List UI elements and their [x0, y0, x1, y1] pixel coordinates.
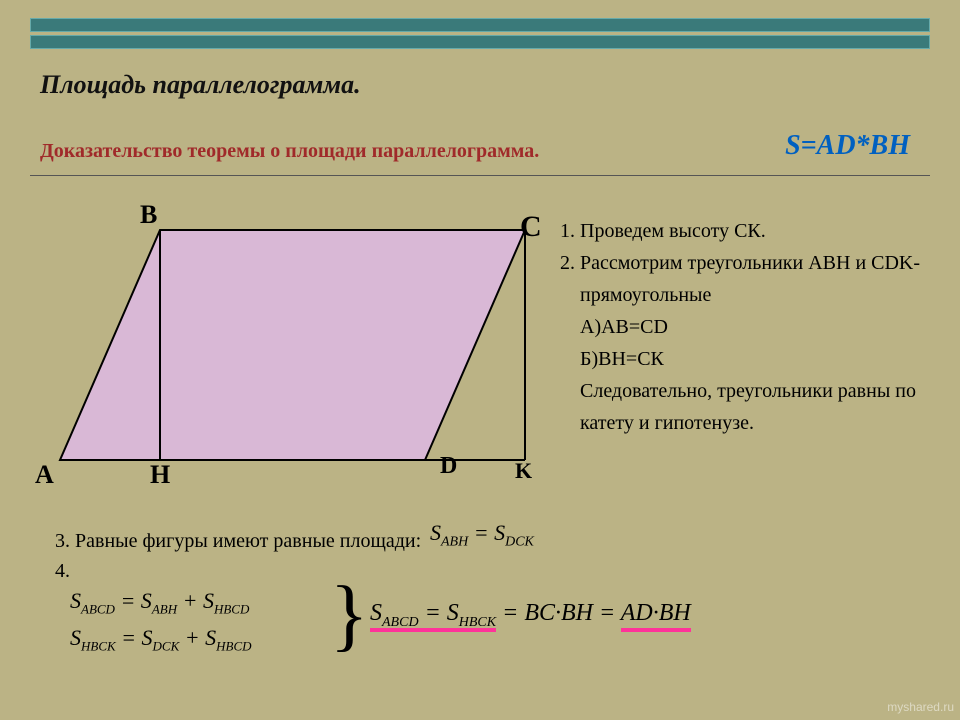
proof-step-4: 4.	[55, 560, 70, 583]
parallelogram-figure: B C A H D K	[30, 200, 560, 500]
equation-equal-areas: SABH = SDCK	[430, 520, 534, 550]
label-D: D	[440, 453, 457, 480]
label-H: H	[150, 460, 170, 490]
label-A: A	[35, 460, 54, 490]
top-decor-bars	[30, 18, 930, 49]
equation-block: SABCD = SABH + SHBCD SHBCK = SDCK + SHBC…	[70, 580, 252, 663]
proof-step-1: Проведем высоту СК.	[580, 215, 935, 247]
proof-sub-a: А)AB=CD	[580, 311, 935, 343]
label-C: C	[520, 210, 542, 244]
watermark: myshared.ru	[887, 700, 954, 714]
eq4b: SHBCK = SDCK + SHBCD	[70, 625, 252, 654]
page-subtitle: Доказательство теоремы о площади паралле…	[40, 140, 539, 163]
decor-bar-1	[30, 18, 930, 32]
divider	[30, 175, 930, 176]
proof-conclusion: Следовательно, треугольники равны по кат…	[580, 375, 935, 439]
label-K: K	[515, 458, 532, 484]
eq3-lhs: ABH	[441, 534, 468, 549]
proof-sub-b: Б)BH=СК	[580, 343, 935, 375]
brace-icon: }	[330, 575, 368, 655]
proof-text: Проведем высоту СК. Рассмотрим треугольн…	[560, 215, 935, 439]
figure-svg	[30, 200, 560, 500]
page-title: Площадь параллелограмма.	[40, 70, 361, 100]
final-equation: SABCD = SHBCK = BC·BH = AD·BH	[370, 600, 691, 631]
proof-step-3: 3. Равные фигуры имеют равные площади:	[55, 530, 421, 553]
label-B: B	[140, 200, 157, 230]
eq3-rhs: DCK	[505, 534, 534, 549]
formula-s-ad-bh: S=AD*BH	[785, 130, 910, 162]
proof-step-2: Рассмотрим треугольники ABH и CDK-прямоу…	[580, 247, 935, 311]
decor-bar-2	[30, 35, 930, 49]
eq4a: SABCD = SABH + SHBCD	[70, 588, 252, 617]
